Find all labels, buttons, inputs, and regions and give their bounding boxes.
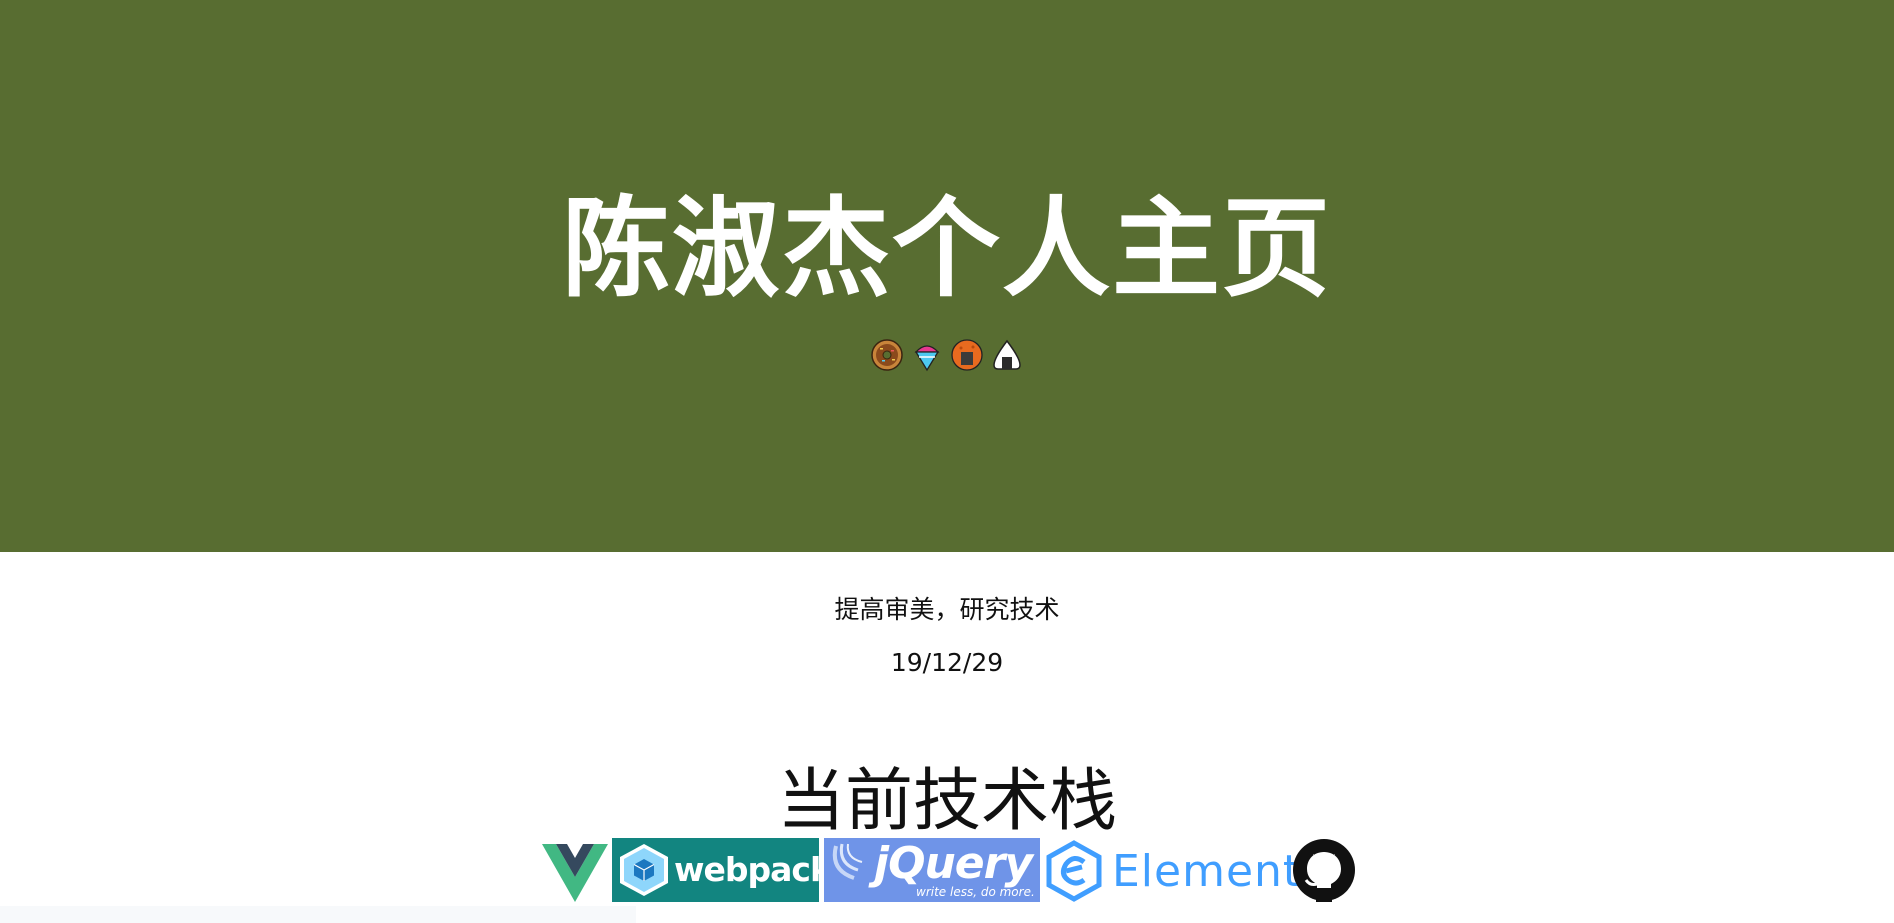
jquery-tagline: write less, do more. xyxy=(916,885,1035,899)
vue-logo-icon xyxy=(542,844,608,902)
jquery-logo: jQuery write less, do more. xyxy=(824,838,1040,902)
post-date: 19/12/29 xyxy=(890,648,1004,677)
page-title: 陈淑杰个人主页 xyxy=(561,187,1332,312)
doughnut-icon xyxy=(871,339,903,371)
tech-stack-heading: 当前技术栈 xyxy=(776,762,1117,841)
emoji-row xyxy=(0,338,1894,372)
rice-cracker-icon xyxy=(951,339,983,371)
jquery-label: jQuery xyxy=(874,838,1033,889)
jquery-swoosh-icon xyxy=(832,843,863,880)
webpack-logo: webpack xyxy=(612,838,832,902)
webpack-cube-icon xyxy=(620,844,668,896)
element-logo: Element xyxy=(1044,838,1300,904)
element-hex-icon xyxy=(1046,840,1102,902)
rice-ball-icon xyxy=(993,339,1021,370)
element-label: Element xyxy=(1112,846,1302,897)
webpack-label: webpack xyxy=(674,850,832,889)
github-logo-icon xyxy=(1293,839,1355,902)
tech-stack-logos: webpack jQuery write less, do more. Elem… xyxy=(0,838,1894,904)
hero-banner: 陈淑杰个人主页 xyxy=(0,0,1894,552)
shaved-ice-icon xyxy=(914,345,940,372)
subtitle: 提高审美，研究技术 xyxy=(834,595,1060,624)
bottom-strip xyxy=(0,906,636,923)
